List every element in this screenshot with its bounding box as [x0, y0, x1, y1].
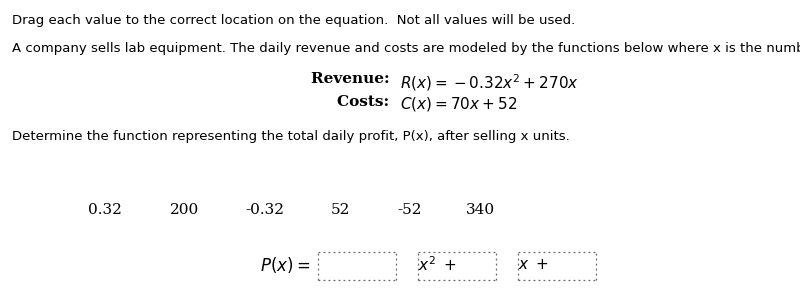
Text: $x^2\ +$: $x^2\ +$ [418, 256, 457, 274]
Text: $C(x) = 70x + 52$: $C(x) = 70x + 52$ [400, 95, 518, 113]
Text: -52: -52 [398, 203, 422, 217]
Text: Revenue:: Revenue: [311, 72, 400, 86]
Text: -0.32: -0.32 [246, 203, 285, 217]
Text: 200: 200 [170, 203, 200, 217]
Text: 340: 340 [466, 203, 494, 217]
Text: $R(x) = -0.32x^2 + 270x$: $R(x) = -0.32x^2 + 270x$ [400, 72, 579, 93]
Text: 52: 52 [330, 203, 350, 217]
Text: $x\ +$: $x\ +$ [518, 258, 549, 272]
Text: A company sells lab equipment. The daily revenue and costs are modeled by the fu: A company sells lab equipment. The daily… [12, 42, 800, 55]
Text: $P(x) =$: $P(x) =$ [260, 255, 310, 275]
Text: Determine the function representing the total daily profit, P(x), after selling : Determine the function representing the … [12, 130, 570, 143]
Text: Drag each value to the correct location on the equation.  Not all values will be: Drag each value to the correct location … [12, 14, 575, 27]
Text: Costs:: Costs: [338, 95, 400, 109]
Text: 0.32: 0.32 [88, 203, 122, 217]
